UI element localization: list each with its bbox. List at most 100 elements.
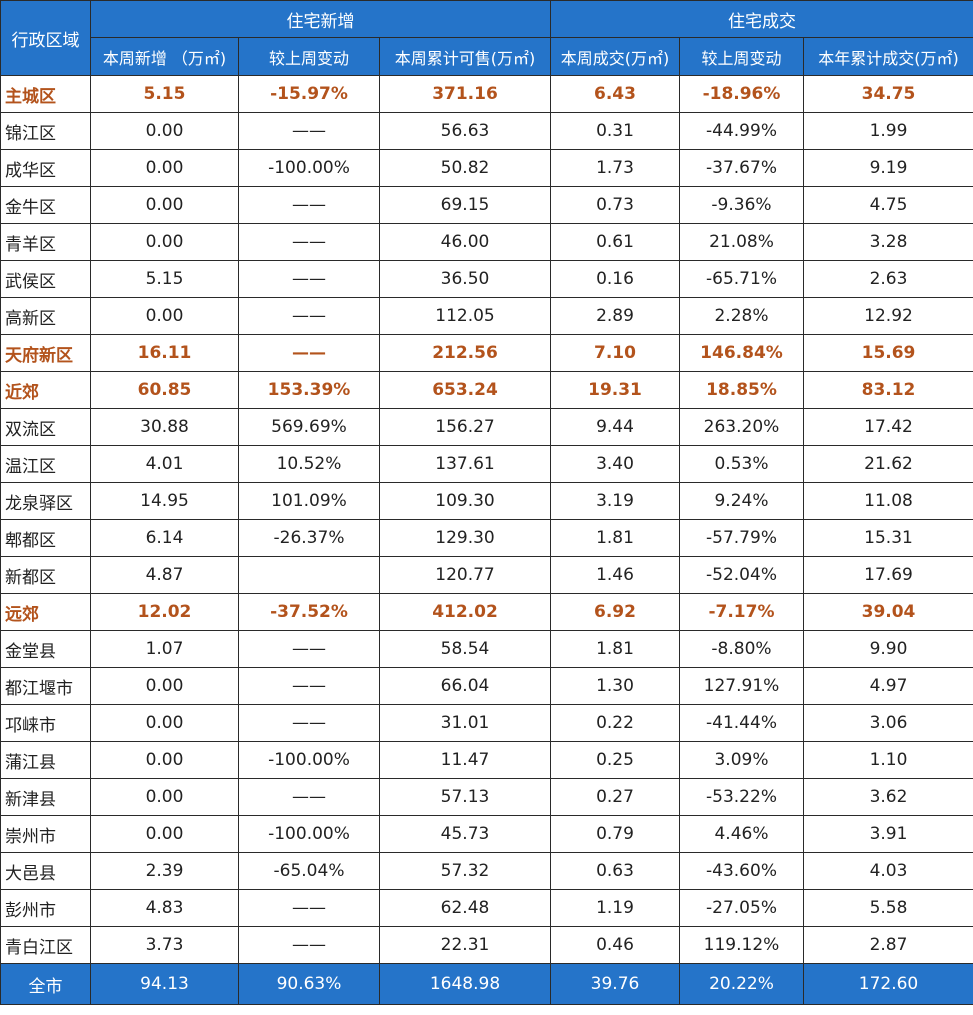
table-cell: 0.16 — [550, 260, 680, 298]
table-cell: —— — [238, 667, 380, 705]
table-cell: 112.05 — [379, 297, 551, 335]
table-cell: 11.47 — [379, 741, 551, 779]
region-name: 崇州市 — [0, 815, 91, 853]
table-cell: 4.97 — [803, 667, 973, 705]
table-row: 近郊 60.85 153.39% 653.24 19.31 18.85% 83.12 — [0, 371, 973, 409]
table-row: 武侯区 5.15 —— 36.50 0.16 -65.71% 2.63 — [0, 260, 973, 298]
table-cell: 16.11 — [90, 334, 239, 372]
table-cell: 15.69 — [803, 334, 973, 372]
table-row: 崇州市 0.00 -100.00% 45.73 0.79 4.46% 3.91 — [0, 815, 973, 853]
table-row: 新津县 0.00 —— 57.13 0.27 -53.22% 3.62 — [0, 778, 973, 816]
table-cell: 9.90 — [803, 630, 973, 668]
table-cell: 2.39 — [90, 852, 239, 890]
region-name: 双流区 — [0, 408, 91, 446]
table-body: 主城区 5.15 -15.97% 371.16 6.43 -18.96% 34.75 锦江区 0… — [0, 75, 973, 964]
table-cell: —— — [238, 630, 380, 668]
table-cell: 4.83 — [90, 889, 239, 927]
table-cell: 569.69% — [238, 408, 380, 446]
total-label: 全市 — [0, 963, 91, 1005]
region-name: 都江堰市 — [0, 667, 91, 705]
table-cell: -100.00% — [238, 815, 380, 853]
table-cell: 0.00 — [90, 778, 239, 816]
table-cell: 94.13 — [90, 963, 239, 1005]
table-cell: 9.19 — [803, 149, 973, 187]
table-cell: 19.31 — [550, 371, 680, 409]
table-cell: -9.36% — [679, 186, 804, 224]
table-cell: 1.07 — [90, 630, 239, 668]
table-cell: —— — [238, 223, 380, 261]
table-cell: -15.97% — [238, 75, 380, 113]
table-cell: 0.63 — [550, 852, 680, 890]
table-cell: 9.44 — [550, 408, 680, 446]
table-cell: 62.48 — [379, 889, 551, 927]
table-cell: -43.60% — [679, 852, 804, 890]
table-cell: —— — [238, 334, 380, 372]
table-cell: 0.00 — [90, 704, 239, 742]
table-cell: 120.77 — [379, 556, 551, 594]
table-cell: 60.85 — [90, 371, 239, 409]
table-cell: 101.09% — [238, 482, 380, 520]
table-cell: 109.30 — [379, 482, 551, 520]
table-cell: 45.73 — [379, 815, 551, 853]
group-header-new: 住宅新增 — [90, 0, 551, 38]
table-cell: 0.00 — [90, 297, 239, 335]
table-row: 主城区 5.15 -15.97% 371.16 6.43 -18.96% 34.75 — [0, 75, 973, 113]
region-name: 金堂县 — [0, 630, 91, 668]
table-row: 天府新区 16.11 —— 212.56 7.10 146.84% 15.69 — [0, 334, 973, 372]
table-cell: 4.46% — [679, 815, 804, 853]
table-cell: 212.56 — [379, 334, 551, 372]
table-cell: 129.30 — [379, 519, 551, 557]
table-row: 青白江区 3.73 —— 22.31 0.46 119.12% 2.87 — [0, 926, 973, 964]
column-header: 较上周变动 — [679, 37, 804, 76]
table-row: 彭州市 4.83 —— 62.48 1.19 -27.05% 5.58 — [0, 889, 973, 927]
table-cell: 0.00 — [90, 667, 239, 705]
table-cell: 57.32 — [379, 852, 551, 890]
column-header: 本周累计可售(万㎡) — [379, 37, 551, 76]
column-header: 本年累计成交(万㎡) — [803, 37, 973, 76]
region-name: 邛崃市 — [0, 704, 91, 742]
table-cell: 653.24 — [379, 371, 551, 409]
table-cell: 6.43 — [550, 75, 680, 113]
table-cell: -65.71% — [679, 260, 804, 298]
table-cell: —— — [238, 926, 380, 964]
table-cell: 18.85% — [679, 371, 804, 409]
table-cell: 11.08 — [803, 482, 973, 520]
region-name: 新津县 — [0, 778, 91, 816]
table-row: 双流区 30.88 569.69% 156.27 9.44 263.20% 17.42 — [0, 408, 973, 446]
table-cell: —— — [238, 704, 380, 742]
table-row: 新都区 4.87 120.77 1.46 -52.04% 17.69 — [0, 556, 973, 594]
table-row: 郫都区 6.14 -26.37% 129.30 1.81 -57.79% 15.31 — [0, 519, 973, 557]
table-cell: 2.28% — [679, 297, 804, 335]
header-row-columns: 本周新增 （万㎡) 较上周变动 本周累计可售(万㎡) 本周成交(万㎡) 较上周变… — [1, 37, 973, 76]
table-cell: 3.40 — [550, 445, 680, 483]
table-cell: 36.50 — [379, 260, 551, 298]
table-cell: -100.00% — [238, 741, 380, 779]
table-cell: 46.00 — [379, 223, 551, 261]
table-cell: 31.01 — [379, 704, 551, 742]
table-cell: -7.17% — [679, 593, 804, 631]
table-row: 大邑县 2.39 -65.04% 57.32 0.63 -43.60% 4.03 — [0, 852, 973, 890]
table-cell: 1.30 — [550, 667, 680, 705]
table-cell: 3.28 — [803, 223, 973, 261]
table-cell: -57.79% — [679, 519, 804, 557]
table-cell: 57.13 — [379, 778, 551, 816]
table-row: 龙泉驿区 14.95 101.09% 109.30 3.19 9.24% 11.08 — [0, 482, 973, 520]
table-cell: 17.69 — [803, 556, 973, 594]
table-cell: 20.22% — [679, 963, 804, 1005]
table-cell: 15.31 — [803, 519, 973, 557]
table-cell: 1.99 — [803, 112, 973, 150]
table-row: 青羊区 0.00 —— 46.00 0.61 21.08% 3.28 — [0, 223, 973, 261]
table-cell: 30.88 — [90, 408, 239, 446]
table-cell: 5.15 — [90, 75, 239, 113]
table-cell: 0.73 — [550, 186, 680, 224]
table-cell: -8.80% — [679, 630, 804, 668]
table-cell: 0.00 — [90, 741, 239, 779]
table-cell: —— — [238, 112, 380, 150]
table-cell: 0.25 — [550, 741, 680, 779]
table-cell: 2.87 — [803, 926, 973, 964]
table-cell — [238, 556, 380, 594]
table-cell: 127.91% — [679, 667, 804, 705]
column-header: 本周成交(万㎡) — [550, 37, 680, 76]
table-cell: 9.24% — [679, 482, 804, 520]
table-row: 蒲江县 0.00 -100.00% 11.47 0.25 3.09% 1.10 — [0, 741, 973, 779]
